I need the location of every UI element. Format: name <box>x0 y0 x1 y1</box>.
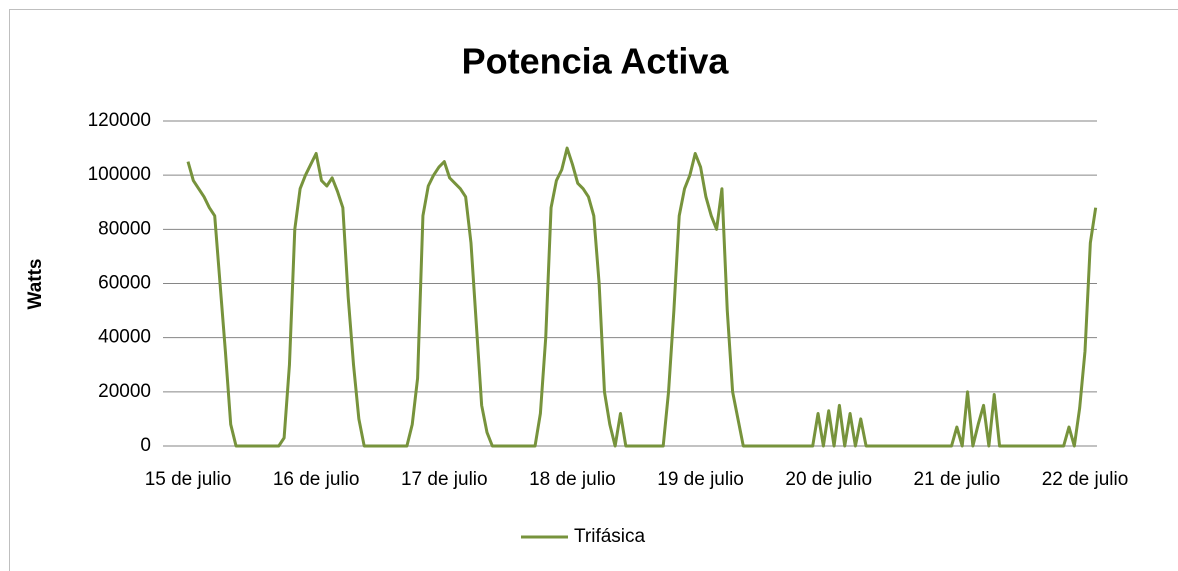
y-tick-label: 0 <box>140 435 151 456</box>
y-tick-label: 60000 <box>98 273 151 294</box>
y-tick-label: 20000 <box>98 381 151 402</box>
y-axis-label: Watts <box>25 258 46 309</box>
x-tick-label: 20 de julio <box>785 469 872 490</box>
x-tick-label: 18 de julio <box>529 469 616 490</box>
x-tick-label: 21 de julio <box>914 469 1001 490</box>
x-tick-label: 22 de julio <box>1042 469 1129 490</box>
x-tick-label: 16 de julio <box>273 469 360 490</box>
y-tick-label: 80000 <box>98 218 151 239</box>
legend-label: Trifásica <box>574 526 646 547</box>
y-tick-label: 120000 <box>88 110 151 131</box>
x-tick-label: 17 de julio <box>401 469 488 490</box>
frame <box>9 9 1178 571</box>
x-tick-label: 19 de julio <box>657 469 744 490</box>
y-tick-label: 40000 <box>98 327 151 348</box>
chart-title: Potencia Activa <box>462 41 730 82</box>
data-line <box>186 146 1098 448</box>
x-tick-label: 15 de julio <box>145 469 232 490</box>
y-tick-label: 100000 <box>88 164 151 185</box>
